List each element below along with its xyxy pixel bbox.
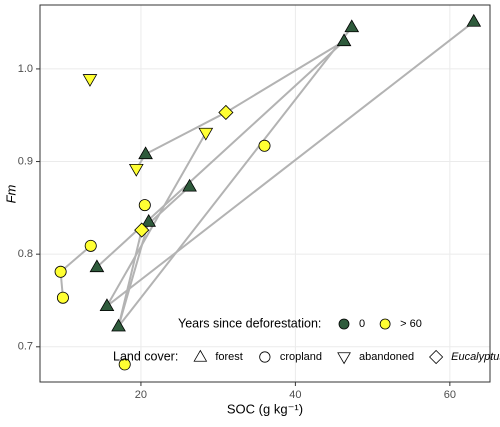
- y-tick-label: 0.7: [18, 341, 33, 353]
- point: [182, 178, 197, 192]
- point: [84, 239, 97, 252]
- legend-label: > 60: [400, 318, 422, 330]
- point: [258, 139, 271, 152]
- legend-swatch: [193, 349, 208, 362]
- y-tick-label: 1.0: [18, 63, 33, 75]
- point: [89, 259, 105, 273]
- connection-line: [117, 26, 353, 328]
- point: [344, 19, 360, 33]
- legend-title: Land cover:: [113, 349, 178, 363]
- point: [99, 298, 115, 311]
- point: [138, 146, 153, 160]
- point: [82, 74, 98, 87]
- point: [134, 222, 150, 238]
- legend-swatch: [429, 349, 444, 365]
- point: [54, 265, 67, 278]
- point: [466, 13, 482, 27]
- y-tick-label: 0.9: [18, 155, 33, 167]
- y-tick-label: 0.8: [18, 248, 33, 260]
- point: [218, 104, 234, 121]
- legend-label: Eucalyptus: [451, 351, 500, 363]
- point: [198, 127, 214, 141]
- legend-swatch: [338, 318, 350, 330]
- point: [141, 213, 156, 227]
- connection-line: [117, 221, 150, 327]
- y-axis-title: Fm: [3, 184, 18, 203]
- point: [118, 358, 131, 371]
- plot-border: [39, 4, 491, 383]
- x-tick-label: 60: [444, 389, 456, 401]
- legend-label: 0: [359, 318, 365, 330]
- point: [111, 318, 126, 332]
- legend-title: Years since deforestation:: [178, 316, 321, 330]
- connection-line: [135, 40, 345, 170]
- legend-swatch: [259, 351, 271, 363]
- x-tick-label: 40: [289, 389, 301, 401]
- point: [128, 164, 144, 177]
- point: [336, 33, 352, 47]
- legend-label: abandoned: [359, 351, 414, 363]
- x-tick-label: 20: [135, 389, 147, 401]
- connection-line: [106, 132, 207, 307]
- point: [56, 291, 69, 304]
- x-axis-title: SOC (g kg⁻¹): [227, 401, 303, 416]
- connection-line: [106, 20, 475, 307]
- legend-label: forest: [215, 351, 243, 363]
- point: [138, 199, 151, 212]
- legend-swatch: [379, 318, 391, 330]
- legend-swatch: [337, 352, 351, 365]
- legend-label: cropland: [280, 351, 322, 363]
